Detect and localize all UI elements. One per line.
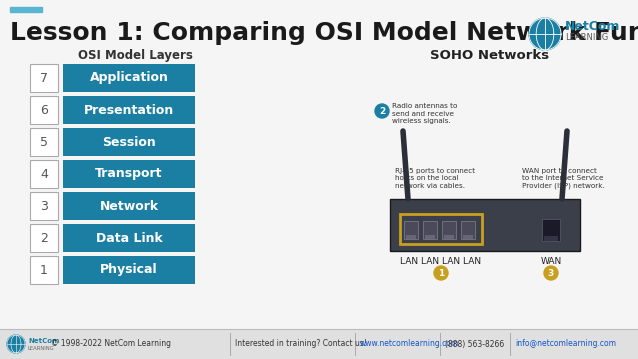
Bar: [425, 235, 435, 239]
Bar: [63, 128, 195, 156]
Bar: [442, 221, 456, 239]
Text: Application: Application: [89, 71, 168, 84]
Text: WAN: WAN: [540, 257, 561, 266]
Text: LAN LAN LAN LAN: LAN LAN LAN LAN: [401, 257, 482, 266]
Text: 4: 4: [40, 168, 48, 181]
Text: OSI Model Layers: OSI Model Layers: [78, 49, 193, 62]
Bar: [423, 221, 437, 239]
Bar: [544, 236, 558, 241]
Bar: [390, 199, 580, 251]
Bar: [542, 219, 560, 241]
Bar: [63, 224, 195, 252]
Bar: [30, 64, 58, 92]
Text: © 1998-2022 NetCom Learning: © 1998-2022 NetCom Learning: [51, 340, 171, 349]
Text: 6: 6: [40, 103, 48, 117]
Text: info@netcomlearning.com: info@netcomlearning.com: [515, 340, 616, 349]
Bar: [30, 160, 58, 188]
Text: 7: 7: [40, 71, 48, 84]
Text: NetCom: NetCom: [565, 19, 620, 33]
Text: LEARNING: LEARNING: [28, 345, 55, 350]
Text: Session: Session: [102, 135, 156, 149]
Text: 3: 3: [40, 200, 48, 213]
Circle shape: [375, 104, 389, 118]
Text: 2: 2: [379, 107, 385, 116]
Text: Presentation: Presentation: [84, 103, 174, 117]
Text: NetCom: NetCom: [28, 338, 59, 344]
Circle shape: [7, 335, 25, 353]
Circle shape: [529, 18, 561, 50]
Bar: [63, 192, 195, 220]
Text: Data Link: Data Link: [96, 232, 163, 244]
Text: RJ-45 ports to connect
hosts on the local
network via cables.: RJ-45 ports to connect hosts on the loca…: [395, 168, 475, 189]
Text: WAN port to connect
to the Internet Service
Provider (ISP) network.: WAN port to connect to the Internet Serv…: [522, 168, 605, 189]
Bar: [30, 192, 58, 220]
Bar: [30, 224, 58, 252]
Bar: [63, 160, 195, 188]
Text: Transport: Transport: [95, 168, 163, 181]
Text: 5: 5: [40, 135, 48, 149]
Bar: [0, 329, 638, 359]
Bar: [400, 214, 482, 244]
Bar: [463, 235, 473, 239]
Text: 2: 2: [40, 232, 48, 244]
Bar: [30, 256, 58, 284]
Bar: [63, 256, 195, 284]
Text: Lesson 1: Comparing OSI Model Network Functions: Lesson 1: Comparing OSI Model Network Fu…: [10, 21, 638, 45]
Text: Network: Network: [100, 200, 159, 213]
Text: www.netcomlearning.com: www.netcomlearning.com: [360, 340, 459, 349]
Text: (888) 563-8266: (888) 563-8266: [445, 340, 504, 349]
Bar: [30, 128, 58, 156]
Bar: [404, 221, 418, 239]
Circle shape: [434, 266, 448, 280]
Bar: [30, 96, 58, 124]
Text: 3: 3: [548, 269, 554, 278]
Bar: [63, 96, 195, 124]
Text: 1: 1: [438, 269, 444, 278]
Text: Interested in training? Contact us!: Interested in training? Contact us!: [235, 340, 367, 349]
Text: Radio antennas to
send and receive
wireless signals.: Radio antennas to send and receive wirel…: [392, 103, 457, 124]
Text: Physical: Physical: [100, 264, 158, 276]
Bar: [461, 221, 475, 239]
Text: LEARNING: LEARNING: [565, 33, 608, 42]
Bar: [10, 7, 42, 12]
Bar: [444, 235, 454, 239]
Bar: [406, 235, 416, 239]
Bar: [63, 64, 195, 92]
Text: 1: 1: [40, 264, 48, 276]
Text: SOHO Networks: SOHO Networks: [431, 49, 549, 62]
Circle shape: [544, 266, 558, 280]
